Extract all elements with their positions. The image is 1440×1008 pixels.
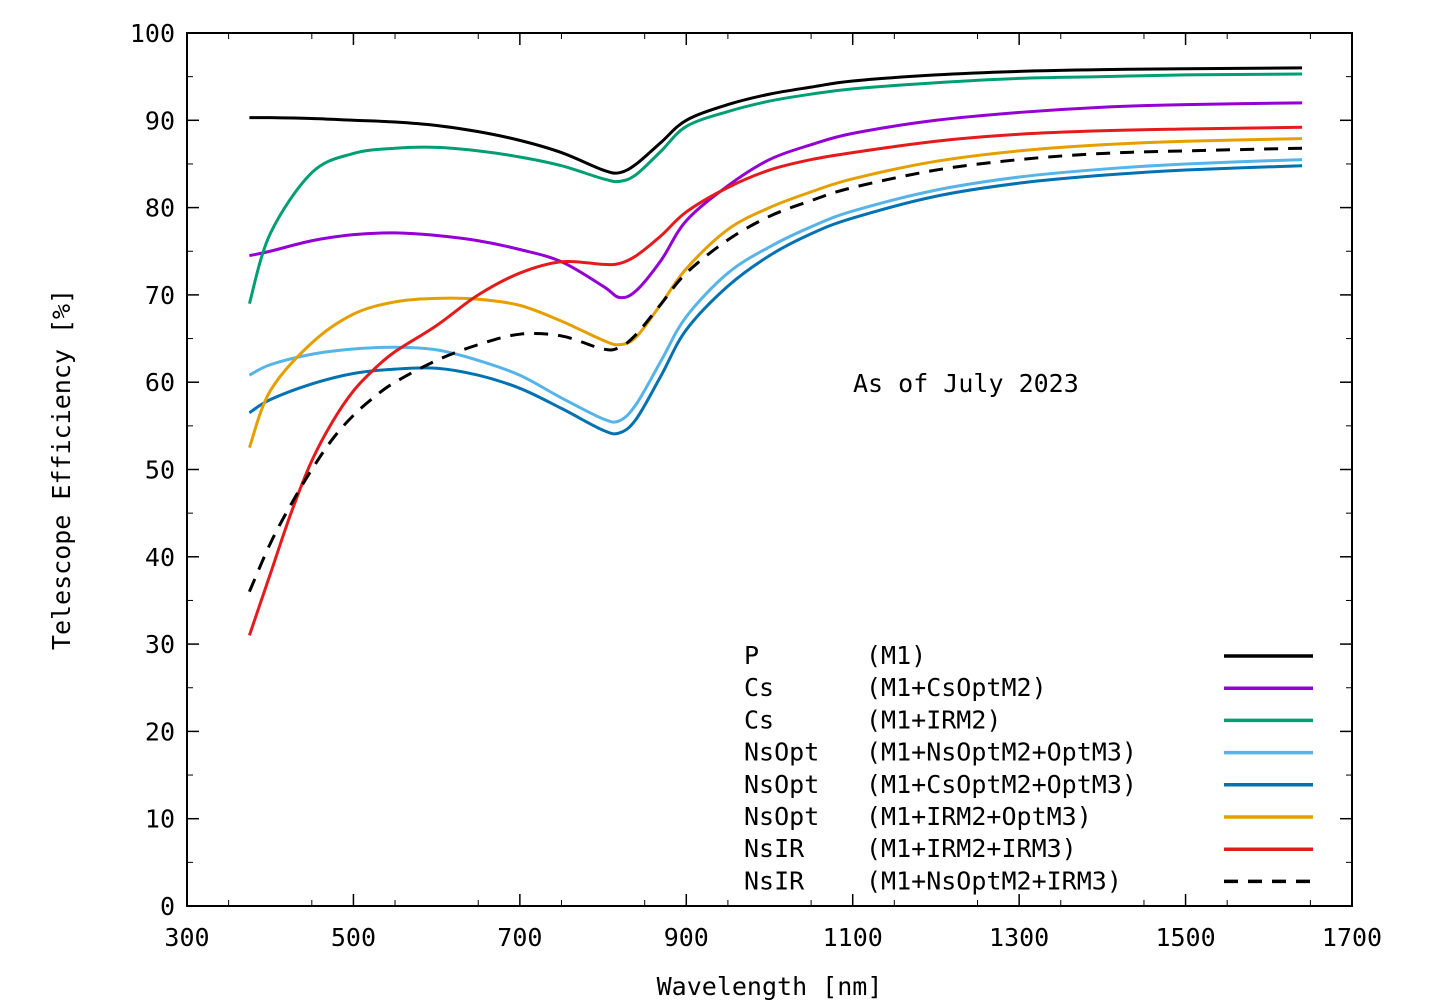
y-tick-label: 80 [145, 194, 175, 223]
x-tick-label: 1700 [1322, 923, 1382, 952]
x-tick-label: 900 [664, 923, 709, 952]
series-line-7 [247, 125, 1303, 636]
y-tick-label: 0 [160, 892, 175, 921]
series-layer [247, 66, 1303, 636]
x-tick-label: 500 [331, 923, 376, 952]
legend-config: (M1+CsOptM2+OptM3) [866, 770, 1137, 799]
legend: P (M1) Cs (M1+CsOptM2) Cs (M1+IRM2) NsOpt (M1+N… [744, 641, 1313, 895]
y-tick-label: 90 [145, 106, 175, 135]
legend-config: (M1+NsOptM2+OptM3) [866, 738, 1137, 767]
legend-name: NsOpt [744, 802, 819, 831]
y-tick-label: 60 [145, 368, 175, 397]
legend-name: NsOpt [744, 738, 819, 767]
legend-name: Cs [744, 705, 774, 734]
legend-config: (M1+CsOptM2) [866, 673, 1047, 702]
y-tick-label: 40 [145, 543, 175, 572]
legend-name: NsIR [744, 834, 805, 863]
series-line-3 [247, 72, 1303, 305]
y-axis-label: Telescope Efficiency [%] [47, 289, 76, 650]
legend-config: (M1+NsOptM2+IRM3) [866, 866, 1122, 895]
legend-name: P [744, 641, 759, 670]
x-tick-label: 300 [164, 923, 209, 952]
x-tick-label: 1300 [989, 923, 1049, 952]
y-tick-label: 10 [145, 805, 175, 834]
chart-annotation: As of July 2023 [853, 369, 1079, 398]
series-line-2 [249, 101, 1303, 300]
series-line-1 [249, 66, 1303, 175]
series-line-8 [248, 146, 1303, 593]
x-tick-label: 1500 [1155, 923, 1215, 952]
y-tick-label: 100 [130, 19, 175, 48]
legend-config: (M1+IRM2) [866, 705, 1001, 734]
x-tick-label: 1100 [823, 923, 883, 952]
legend-name: NsOpt [744, 770, 819, 799]
x-axis-label: Wavelength [nm] [657, 972, 883, 1001]
axis-ticks [186, 32, 1353, 907]
y-tick-label: 30 [145, 630, 175, 659]
series-line-6 [247, 137, 1303, 449]
series-line-5 [248, 164, 1303, 436]
legend-name: NsIR [744, 866, 805, 895]
x-tick-label: 700 [497, 923, 542, 952]
legend-config: (M1+IRM2+OptM3) [866, 802, 1092, 831]
plot-frame [186, 32, 1353, 907]
y-tick-label: 20 [145, 717, 175, 746]
y-tick-label: 50 [145, 456, 175, 485]
y-tick-label: 70 [145, 281, 175, 310]
legend-config: (M1) [866, 641, 926, 670]
legend-config: (M1+IRM2+IRM3) [866, 834, 1077, 863]
tick-labels: 300 500 700 900 1100 1300 1500 1700 0 10 20 30 40 50 6… [130, 19, 1382, 952]
series-line-4 [248, 158, 1303, 424]
legend-name: Cs [744, 673, 774, 702]
